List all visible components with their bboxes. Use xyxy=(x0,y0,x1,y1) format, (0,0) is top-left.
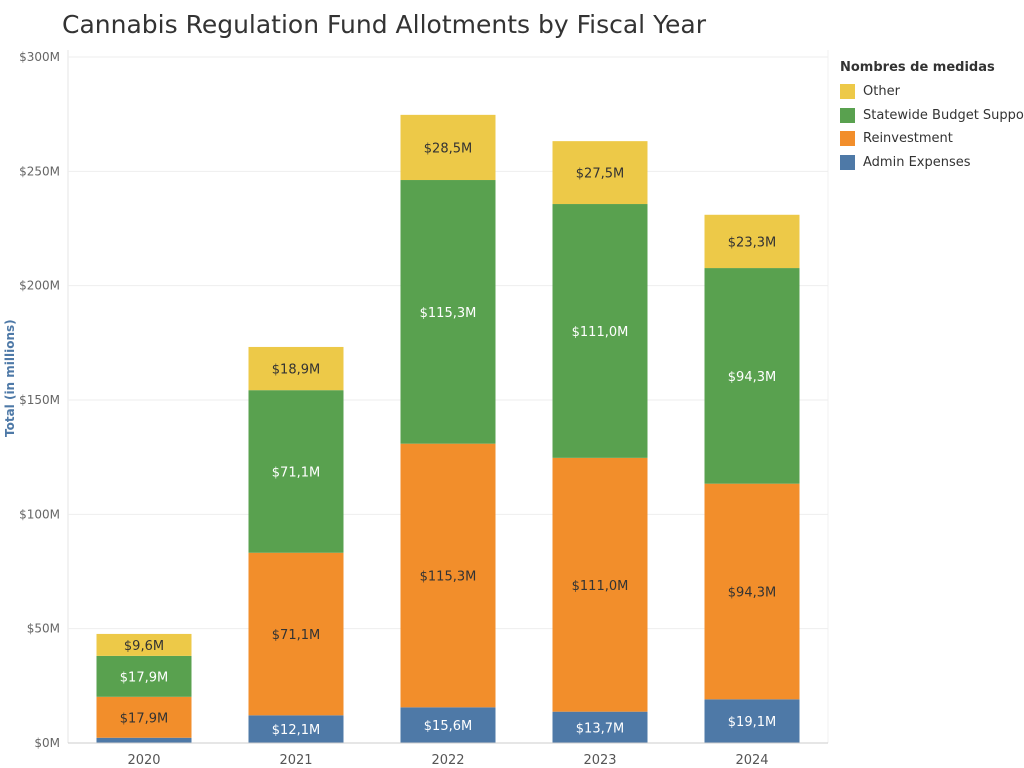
data-label: $111,0M xyxy=(572,325,629,340)
bar-segment-statewide-budget-support[interactable] xyxy=(552,204,648,458)
bar-segment-statewide-budget-support[interactable] xyxy=(704,268,800,484)
bar-segment-statewide-budget-support[interactable] xyxy=(96,655,192,697)
y-tick-label: $100M xyxy=(19,507,60,521)
data-label: $23,3M xyxy=(728,235,776,250)
y-tick-label: $0M xyxy=(34,736,60,750)
x-tick-label: 2020 xyxy=(127,753,160,768)
bar-segment-other[interactable] xyxy=(552,141,648,205)
bar-segment-reinvestment[interactable] xyxy=(96,696,192,738)
legend-item[interactable]: Statewide Budget Support xyxy=(840,104,1024,128)
y-tick-label: $50M xyxy=(27,622,60,636)
legend-items: Other Statewide Budget Support Reinvestmen… xyxy=(840,80,1024,174)
data-label: $18,9M xyxy=(272,363,320,378)
data-label: $115,3M xyxy=(420,306,477,321)
data-label: $94,3M xyxy=(728,370,776,385)
bar-segment-reinvestment[interactable] xyxy=(400,443,496,708)
x-tick-label: 2023 xyxy=(583,753,616,768)
data-label: $9,6M xyxy=(124,639,164,654)
data-label: $12,1M xyxy=(272,723,320,738)
data-label: $71,1M xyxy=(272,628,320,643)
legend-swatch xyxy=(840,154,855,170)
bar-segment-admin-expenses[interactable] xyxy=(704,699,800,743)
data-label: $27,5M xyxy=(576,167,624,182)
bar-segment-reinvestment[interactable] xyxy=(704,483,800,700)
bar-segment-admin-expenses[interactable] xyxy=(96,737,192,743)
data-label: $17,9M xyxy=(120,670,168,685)
x-tick-label: 2022 xyxy=(431,753,464,768)
legend-label: Reinvestment xyxy=(863,131,953,147)
data-label: $115,3M xyxy=(420,570,477,585)
legend-title: Nombres de medidas xyxy=(840,60,995,75)
chart-area: $0M$50M$100M$150M$200M$250M$300M $17,9M$… xyxy=(19,50,829,768)
legend-swatch xyxy=(840,131,855,147)
bar-segment-other[interactable] xyxy=(400,114,496,181)
y-tick-label: $200M xyxy=(19,279,60,293)
data-label: $19,1M xyxy=(728,715,776,730)
bar-segment-statewide-budget-support[interactable] xyxy=(400,180,496,444)
x-tick-label: 2021 xyxy=(279,753,312,768)
data-label: $17,9M xyxy=(120,711,168,726)
legend: Nombres de medidas Other Statewide Budget… xyxy=(840,60,1024,174)
data-label: $71,1M xyxy=(272,465,320,480)
legend-item[interactable]: Admin Expenses xyxy=(840,151,1024,175)
legend-swatch xyxy=(840,107,855,123)
x-tick-label: 2024 xyxy=(735,753,768,768)
y-tick-label: $150M xyxy=(19,393,60,407)
chart-title: Cannabis Regulation Fund Allotments by F… xyxy=(62,10,707,39)
x-axis: 2020 2021 2022 2023 2024 xyxy=(68,742,828,768)
y-tick-label: $250M xyxy=(19,164,60,178)
legend-label: Admin Expenses xyxy=(863,154,971,170)
legend-label: Other xyxy=(863,84,900,100)
legend-item[interactable]: Other xyxy=(840,80,1024,104)
data-label: $111,0M xyxy=(572,579,629,594)
bar-segment-reinvestment[interactable] xyxy=(552,457,648,712)
y-tick-label: $300M xyxy=(19,50,60,64)
legend-swatch xyxy=(840,84,855,100)
legend-item[interactable]: Reinvestment xyxy=(840,127,1024,151)
data-label: $15,6M xyxy=(424,719,472,734)
data-label: $94,3M xyxy=(728,586,776,601)
bar-segment-admin-expenses[interactable] xyxy=(552,711,648,743)
bar-segment-reinvestment[interactable] xyxy=(248,552,344,716)
y-axis: $0M $50M $100M $150M $200M $250M $300M xyxy=(19,50,60,750)
bar-segment-other[interactable] xyxy=(248,346,344,391)
bar-segment-admin-expenses[interactable] xyxy=(248,715,344,743)
legend-label: Statewide Budget Support xyxy=(863,107,1024,123)
bar-segment-other[interactable] xyxy=(96,633,192,656)
bars: $17,9M $17,9M $9,6M $12,1M $71,1M $71,1M $18,9… xyxy=(96,114,800,743)
bar-segment-admin-expenses[interactable] xyxy=(400,707,496,743)
data-label: $13,7M xyxy=(576,721,624,736)
data-label: $28,5M xyxy=(424,141,472,156)
bar-segment-statewide-budget-support[interactable] xyxy=(248,390,344,553)
bar-segment-other[interactable] xyxy=(704,214,800,269)
